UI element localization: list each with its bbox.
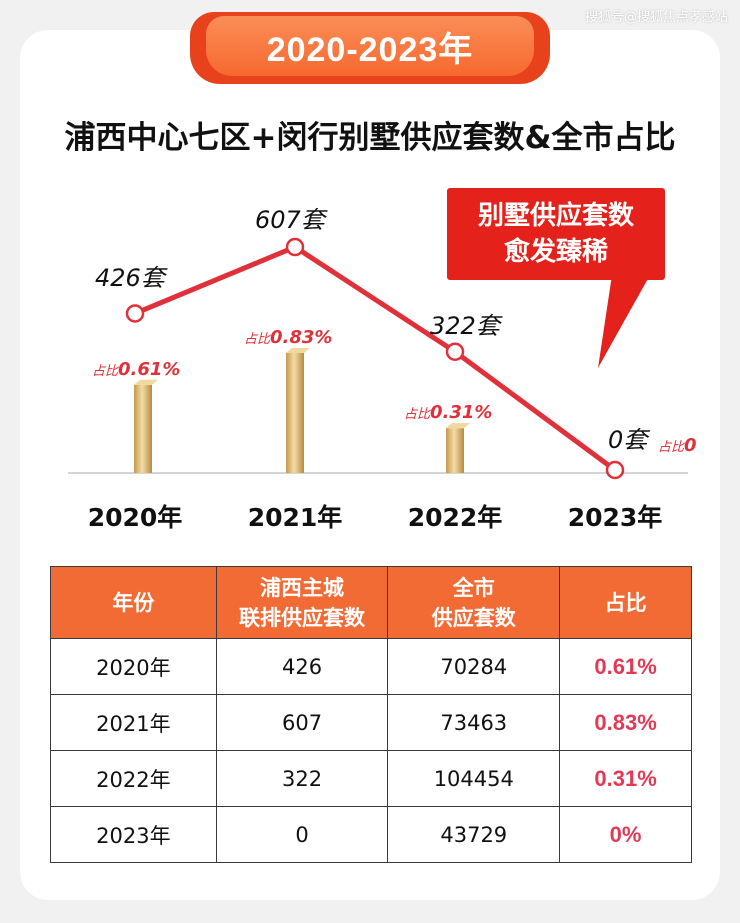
header-puxi-line-1: 浦西主城	[260, 575, 345, 600]
header-year: 年份	[50, 566, 217, 639]
watermark: 搜狐号@搜狐焦点孝感站	[584, 10, 728, 25]
supply-label: 322套	[430, 312, 503, 340]
ratio-label: 占比0.31%	[404, 402, 492, 423]
ratio-bar	[134, 384, 152, 473]
header-city-line-2: 供应套数	[431, 605, 516, 630]
chart-title: 浦西中心七区+闵行别墅供应套数&全市占比	[64, 120, 676, 156]
supply-point	[445, 342, 465, 361]
cell-city: 43729	[387, 806, 561, 863]
cell-city: 104454	[387, 750, 561, 807]
supply-line	[134, 244, 617, 473]
cell-puxi: 0	[215, 806, 389, 863]
callout-line-1: 别墅供应套数	[477, 201, 634, 231]
table-header-row: 年份 浦西主城 联排供应套数 全市 供应套数 占比	[50, 566, 692, 639]
ratio-label-value: 0.61%	[118, 359, 180, 380]
cell-puxi: 322	[215, 750, 389, 807]
ratio-label: 占比0.61%	[92, 359, 180, 380]
banner-face: 2020-2023年	[206, 16, 534, 76]
header-puxi-line-2: 联排供应套数	[239, 605, 366, 630]
header-ratio: 占比	[559, 566, 692, 639]
cell-puxi: 607	[215, 694, 389, 751]
callout-line-2: 愈发臻稀	[503, 237, 608, 267]
cell-ratio: 0.61%	[559, 638, 692, 695]
cell-year: 2020年	[50, 638, 217, 695]
supply-point	[285, 237, 305, 257]
banner-text: 2020-2023年	[266, 30, 474, 69]
data-table: 年份 浦西主城 联排供应套数 全市 供应套数 占比 2020年 426 7028…	[50, 566, 692, 863]
ratio-bar-top	[134, 379, 158, 385]
cell-ratio: 0.83%	[559, 694, 692, 751]
ratio-label-prefix: 占比	[92, 364, 119, 379]
ratio-label: 占比0	[658, 435, 697, 456]
supply-label: 0套	[608, 426, 650, 454]
x-tick-label: 2021年	[248, 503, 343, 532]
cell-year: 2022年	[50, 750, 217, 807]
header-city-line-1: 全市	[452, 575, 495, 600]
table-row: 2023年 0 43729 0%	[50, 806, 692, 863]
ratio-label-value: 0	[684, 435, 697, 456]
ratio-bar	[446, 428, 464, 473]
ratio-label-prefix: 占比	[404, 407, 431, 422]
ratio-label-value: 0.31%	[430, 402, 492, 423]
supply-point	[605, 460, 625, 480]
ratio-label-prefix: 占比	[244, 332, 271, 347]
ratio-label-value: 0.83%	[270, 327, 332, 348]
ratio-label-prefix: 占比	[658, 440, 685, 455]
x-tick-label: 2023年	[568, 503, 663, 532]
ratio-label: 占比0.83%	[244, 327, 332, 348]
cell-ratio: 0.31%	[559, 750, 692, 807]
supply-label: 426套	[95, 264, 168, 292]
cell-puxi: 426	[215, 638, 389, 695]
table-row: 2022年 322 104454 0.31%	[50, 750, 692, 807]
ratio-bar-top	[286, 348, 310, 353]
table-row: 2021年 607 73463 0.83%	[50, 694, 692, 751]
ratio-bar	[286, 353, 304, 473]
x-tick-label: 2020年	[88, 503, 183, 532]
cell-ratio: 0%	[559, 806, 692, 863]
callout-box: 别墅供应套数 愈发臻稀	[447, 188, 665, 280]
cell-city: 70284	[387, 638, 561, 695]
table-row: 2020年 426 70284 0.61%	[50, 638, 692, 695]
ratio-bar-top	[446, 423, 470, 429]
header-city-supply: 全市 供应套数	[387, 566, 561, 639]
supply-point	[125, 304, 145, 323]
cell-year: 2023年	[50, 806, 217, 863]
header-puxi-supply: 浦西主城 联排供应套数	[215, 566, 389, 639]
year-banner: 2020-2023年	[190, 12, 550, 84]
x-tick-label: 2022年	[408, 503, 503, 532]
cell-city: 73463	[387, 694, 561, 751]
supply-label: 607套	[255, 206, 328, 234]
cell-year: 2021年	[50, 694, 217, 751]
